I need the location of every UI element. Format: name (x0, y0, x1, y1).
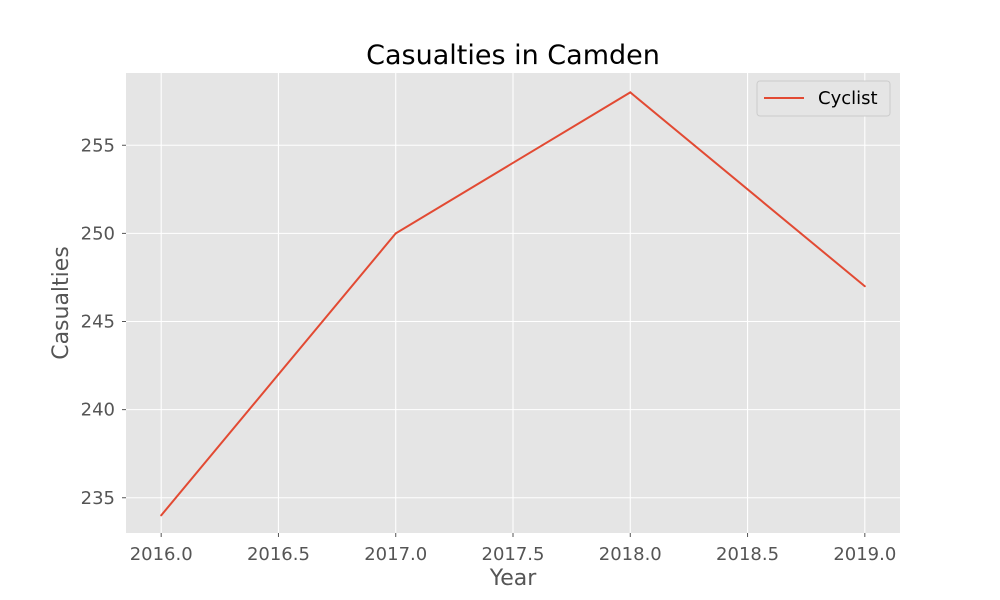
x-tick-label: 2017.0 (364, 544, 427, 565)
y-tick-label: 245 (81, 312, 115, 333)
legend: Cyclist (756, 80, 891, 117)
y-tick-label: 250 (81, 223, 115, 244)
x-tick-label: 2016.5 (247, 544, 310, 565)
legend-label: Cyclist (818, 88, 878, 109)
y-axis-label: Casualties (49, 246, 74, 360)
y-tick-label: 255 (81, 135, 115, 156)
x-tick-label: 2019.0 (833, 544, 896, 565)
data-point (629, 91, 632, 94)
legend-box (756, 80, 891, 117)
x-tick-label: 2017.5 (482, 544, 545, 565)
ticks: 2016.0 2016.5 2017.0 2017.5 2018.0 2018.5 2019… (81, 135, 897, 565)
data-point (394, 232, 397, 235)
x-tick-label: 2018.5 (716, 544, 779, 565)
series-layer (160, 91, 866, 517)
x-tick-label: 2018.0 (599, 544, 662, 565)
x-tick-label: 2016.0 (130, 544, 193, 565)
data-point (863, 285, 866, 288)
data-point (160, 514, 163, 517)
chart-title: Casualties in Camden (366, 40, 660, 71)
y-tick-label: 235 (81, 488, 115, 509)
x-axis-label: Year (489, 566, 538, 591)
series-line-cyclist (160, 91, 866, 517)
y-tick-label: 240 (81, 400, 115, 421)
grid (126, 73, 900, 533)
